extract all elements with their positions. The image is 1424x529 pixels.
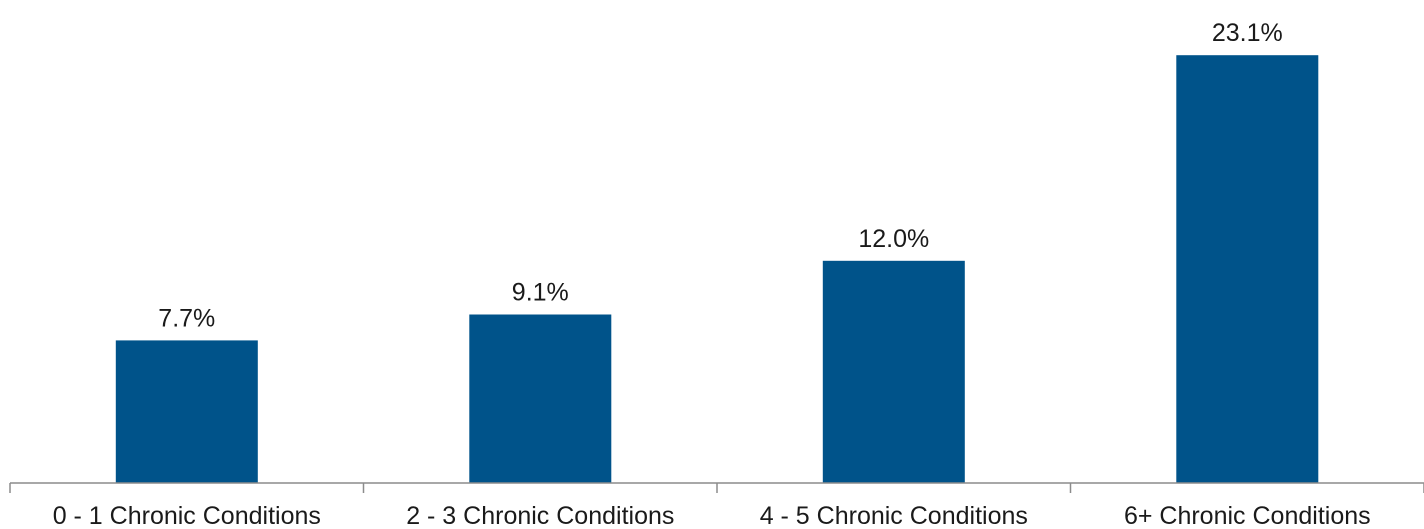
data-label-3: 12.0% [858,225,929,253]
x-tick-label-1: 0 - 1 Chronic Conditions [53,502,321,529]
bar-4 [1176,55,1319,483]
bar-1 [115,340,258,483]
data-label-2: 9.1% [512,279,569,307]
data-label-4: 23.1% [1212,19,1283,47]
bars-group [115,55,1319,483]
bar-2 [469,314,612,483]
x-tick-label-2: 2 - 3 Chronic Conditions [406,502,674,529]
data-label-1: 7.7% [158,304,215,332]
data-labels-group: 7.7% 9.1% 12.0% 23.1% [158,19,1282,332]
x-tick-label-4: 6+ Chronic Conditions [1124,502,1371,529]
x-tick-label-3: 4 - 5 Chronic Conditions [760,502,1028,529]
x-axis-ticks-group [9,483,1424,493]
x-axis-tick-labels-group: 0 - 1 Chronic Conditions 2 - 3 Chronic Co… [53,502,1371,529]
bar-3 [822,260,965,483]
